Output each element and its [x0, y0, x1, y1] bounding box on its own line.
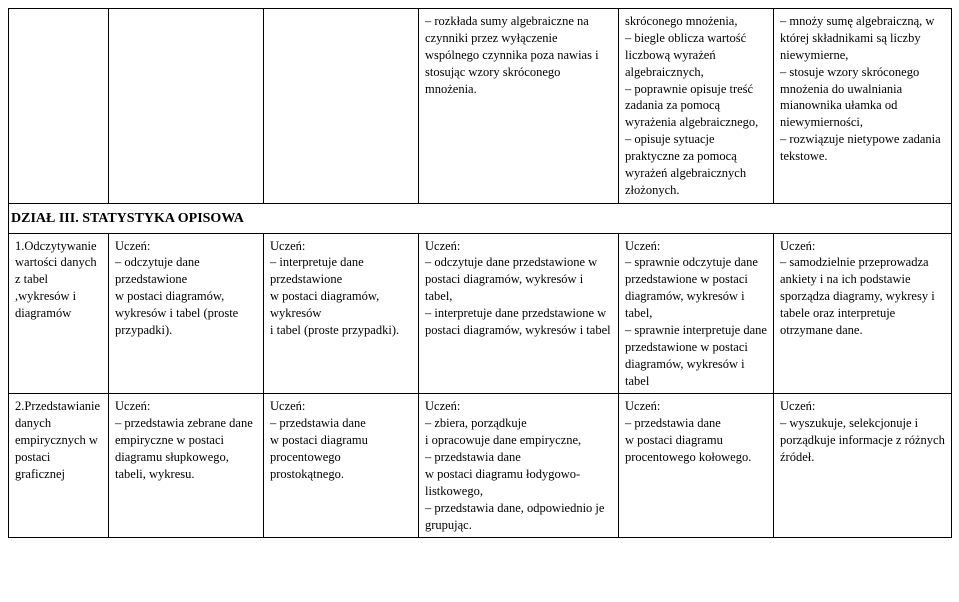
cell: Uczeń: – przedstawia zebrane dane empiry… [109, 394, 264, 538]
table-row: 1.Odczytywanie wartości danych z tabel ,… [9, 233, 952, 394]
cell [109, 9, 264, 204]
cell: Uczeń: – odczytuje dane przedstawione w … [419, 233, 619, 394]
section-title: DZIAŁ III. STATYSTYKA OPISOWA [9, 203, 952, 233]
table-row: – rozkłada sumy algebraiczne na czynniki… [9, 9, 952, 204]
cell: Uczeń: – sprawnie odczytuje dane przedst… [619, 233, 774, 394]
content-table: – rozkłada sumy algebraiczne na czynniki… [8, 8, 952, 538]
table-row: 2.Przedstawianie danych empirycznych w p… [9, 394, 952, 538]
section-row: DZIAŁ III. STATYSTYKA OPISOWA [9, 203, 952, 233]
cell: 1.Odczytywanie wartości danych z tabel ,… [9, 233, 109, 394]
cell: Uczeń: – interpretuje dane przedstawione… [264, 233, 419, 394]
cell: Uczeń: – przedstawia dane w postaci diag… [619, 394, 774, 538]
cell: Uczeń: – odczytuje dane przedstawione w … [109, 233, 264, 394]
cell: Uczeń: – zbiera, porządkuje i opracowuje… [419, 394, 619, 538]
cell: – mnoży sumę algebraiczną, w której skła… [774, 9, 952, 204]
cell: – rozkłada sumy algebraiczne na czynniki… [419, 9, 619, 204]
cell: 2.Przedstawianie danych empirycznych w p… [9, 394, 109, 538]
cell: Uczeń: – przedstawia dane w postaci diag… [264, 394, 419, 538]
cell: skróconego mnożenia, – biegle oblicza wa… [619, 9, 774, 204]
cell: Uczeń: – wyszukuje, selekcjonuje i porzą… [774, 394, 952, 538]
cell: Uczeń: – samodzielnie przeprowadza ankie… [774, 233, 952, 394]
cell [9, 9, 109, 204]
cell [264, 9, 419, 204]
